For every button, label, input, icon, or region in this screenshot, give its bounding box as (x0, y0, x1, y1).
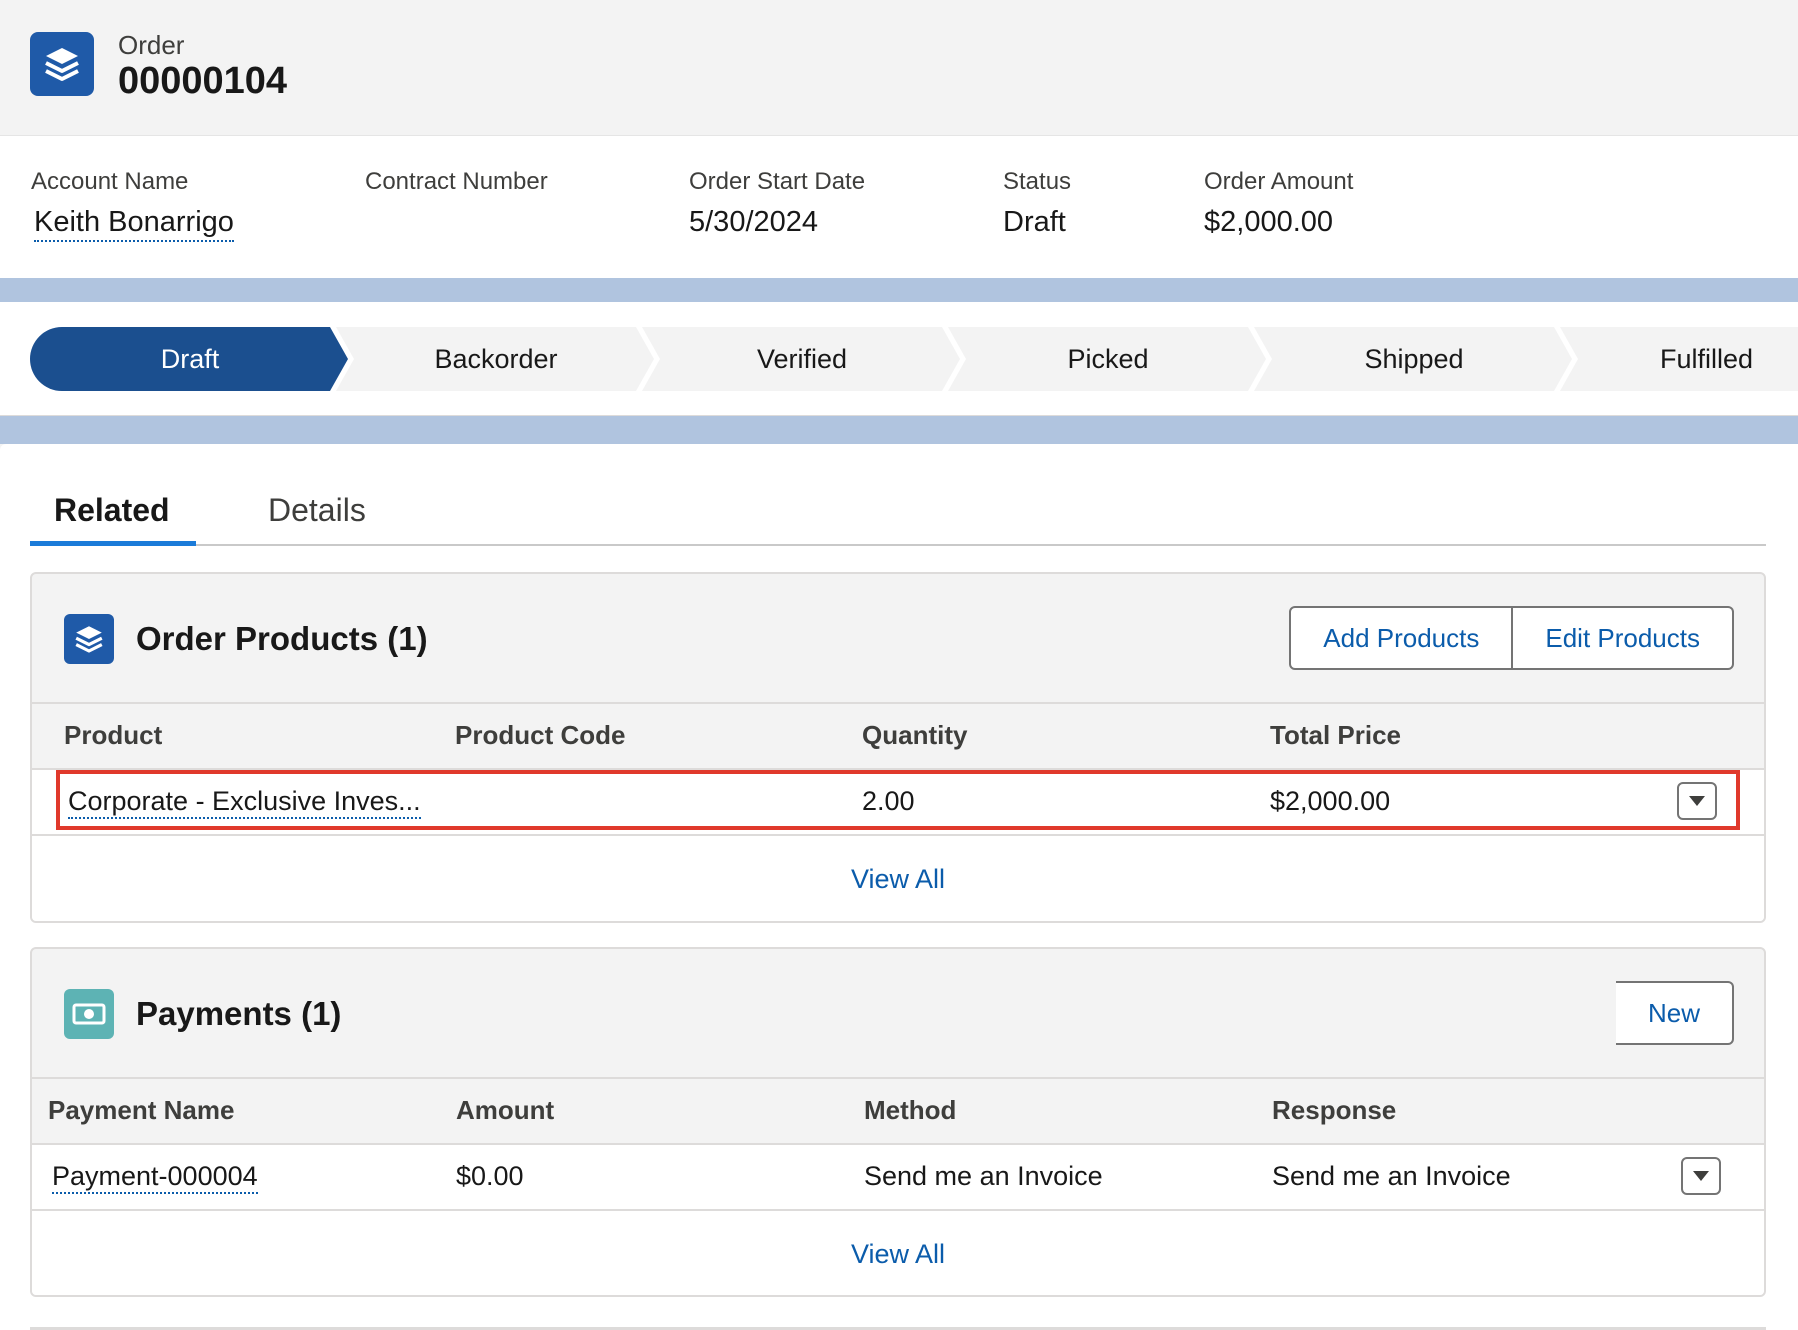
payments-table-header: Payment Name Amount Method Response (32, 1077, 1764, 1143)
highlight-value: 5/30/2024 (689, 206, 819, 238)
record-detail-card: Related Details Order Products (1) Add P… (0, 444, 1798, 1330)
path-chevron-shape (1254, 327, 1572, 391)
highlight-status: Status Draft (1003, 168, 1071, 239)
highlight-value: $2,000.00 (1204, 206, 1334, 238)
tab-bar: Related Details (30, 484, 1766, 546)
money-icon (64, 989, 114, 1039)
highlight-value: Draft (1003, 206, 1066, 238)
column-header-amount[interactable]: Amount (456, 1095, 555, 1125)
highlight-label: Order Start Date (689, 168, 866, 195)
highlight-label: Contract Number (365, 168, 548, 195)
record-header: Order 00000104 (0, 0, 1798, 135)
column-header-total-price[interactable]: Total Price (1270, 720, 1402, 750)
payments-card: Payments (1) New Payment Name Amount Met… (30, 947, 1766, 1297)
payments-title: Payments (1) (136, 995, 342, 1032)
path-chevron-shape (1560, 327, 1798, 391)
active-tab-indicator (30, 541, 196, 546)
new-payment-button[interactable]: New (1615, 981, 1734, 1045)
path-chevron-shape (948, 327, 1266, 391)
amount-cell: $0.00 (456, 1161, 524, 1191)
highlight-contract-number: Contract Number (365, 168, 548, 206)
edit-products-button[interactable]: Edit Products (1513, 606, 1734, 670)
highlight-label: Order Amount (1204, 168, 1354, 195)
order-products-view-all-link[interactable]: View All (850, 863, 946, 894)
path-stage-fulfilled[interactable]: Fulfilled (1560, 327, 1798, 391)
highlight-order-amount: Order Amount $2,000.00 (1204, 168, 1353, 239)
product-link[interactable]: Corporate - Exclusive Inves... (68, 786, 421, 819)
table-row: Corporate - Exclusive Inves... 2.00 $2,0… (32, 768, 1764, 834)
next-card-edge (30, 1327, 1766, 1330)
stack-icon (30, 32, 94, 96)
tab-related[interactable]: Related (54, 492, 170, 528)
order-products-table-header: Product Product Code Quantity Total Pric… (32, 702, 1764, 768)
path-stage-label: Draft (160, 343, 220, 374)
path-stage-backorder[interactable]: Backorder (336, 327, 656, 391)
add-products-button[interactable]: Add Products (1289, 606, 1514, 670)
column-header-product-code[interactable]: Product Code (455, 720, 626, 750)
path-stages: Draft Backorder Verified Picked (30, 327, 1798, 391)
row-actions-button[interactable] (1681, 1157, 1721, 1195)
path-stage-label: Verified (756, 343, 848, 374)
order-products-card: Order Products (1) Add Products Edit Pro… (30, 572, 1766, 923)
record-title: 00000104 (118, 60, 288, 102)
path-chevron-shape (336, 327, 654, 391)
tab-details[interactable]: Details (268, 492, 366, 528)
path-stage-label: Backorder (434, 343, 558, 374)
order-products-actions: Add Products Edit Products (1289, 606, 1734, 670)
chevron-down-icon (1689, 796, 1705, 806)
path-chevron-shape (642, 327, 960, 391)
column-header-method[interactable]: Method (864, 1095, 957, 1125)
object-label: Order (118, 30, 185, 60)
highlights-panel: Account Name Keith Bonarrigo Contract Nu… (0, 135, 1798, 278)
highlight-label: Account Name (31, 168, 189, 195)
total-price-cell: $2,000.00 (1270, 786, 1391, 816)
path-stage-label: Shipped (1364, 343, 1464, 374)
path-stage-verified[interactable]: Verified (642, 327, 962, 391)
payments-actions: New (1615, 981, 1734, 1045)
decorative-band (0, 278, 1798, 302)
decorative-band (0, 416, 1798, 444)
path-chevron-shape (30, 327, 348, 391)
column-header-quantity[interactable]: Quantity (862, 720, 968, 750)
order-products-footer: View All (32, 834, 1764, 921)
column-header-payment-name[interactable]: Payment Name (48, 1095, 235, 1125)
table-row: Payment-000004 $0.00 Send me an Invoice … (32, 1143, 1764, 1209)
highlight-order-start-date: Order Start Date 5/30/2024 (689, 168, 865, 239)
column-header-product[interactable]: Product (64, 720, 163, 750)
path-stage-picked[interactable]: Picked (948, 327, 1268, 391)
row-highlight-box (56, 770, 1740, 830)
row-actions-button[interactable] (1677, 782, 1717, 820)
payments-footer: View All (32, 1209, 1764, 1295)
highlight-account-name: Account Name Keith Bonarrigo (31, 168, 234, 242)
stack-icon (64, 614, 114, 664)
path-component: Draft Backorder Verified Picked (0, 302, 1798, 416)
path-stage-label: Picked (1067, 343, 1149, 374)
path-stage-draft[interactable]: Draft (30, 327, 350, 391)
payment-name-link[interactable]: Payment-000004 (52, 1161, 258, 1194)
highlight-label: Status (1003, 168, 1072, 195)
order-products-title: Order Products (1) (136, 620, 428, 657)
account-name-link[interactable]: Keith Bonarrigo (34, 206, 234, 242)
chevron-down-icon (1693, 1171, 1709, 1181)
response-cell: Send me an Invoice (1272, 1161, 1511, 1191)
method-cell: Send me an Invoice (864, 1161, 1103, 1191)
path-stage-shipped[interactable]: Shipped (1254, 327, 1574, 391)
payments-view-all-link[interactable]: View All (850, 1238, 946, 1269)
path-stage-label: Fulfilled (1660, 343, 1754, 374)
quantity-cell: 2.00 (862, 786, 915, 816)
column-header-response[interactable]: Response (1272, 1095, 1397, 1125)
